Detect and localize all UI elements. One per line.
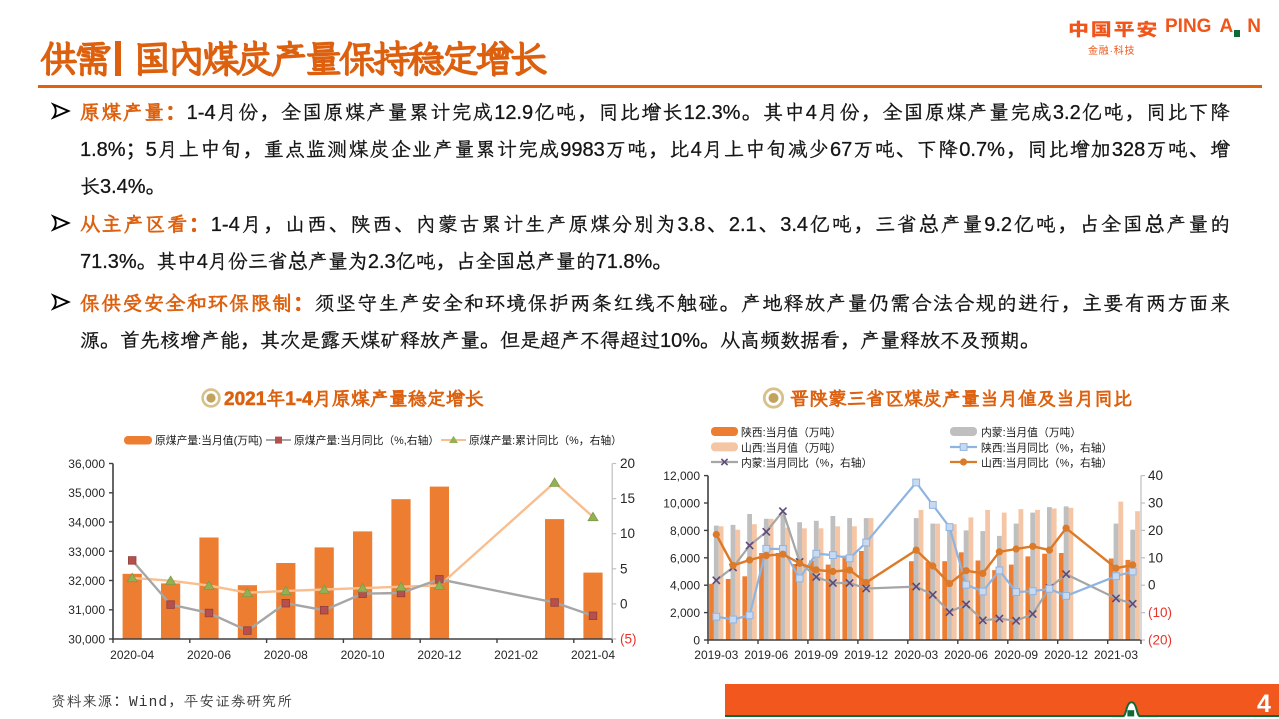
svg-text:2019-12: 2019-12 bbox=[844, 648, 888, 662]
svg-text:(20): (20) bbox=[1148, 633, 1172, 648]
svg-text:2020-03: 2020-03 bbox=[894, 648, 938, 662]
svg-text:(10): (10) bbox=[1148, 605, 1172, 620]
svg-text:原煤产量:累计同比（%，右轴）: 原煤产量:累计同比（%，右轴） bbox=[469, 433, 622, 447]
svg-text:15: 15 bbox=[620, 491, 635, 506]
svg-text:2020-06: 2020-06 bbox=[944, 648, 988, 662]
svg-text:32,000: 32,000 bbox=[68, 574, 105, 588]
svg-text:内蒙:当月值（万吨）: 内蒙:当月值（万吨） bbox=[981, 425, 1081, 439]
svg-text:山西:当月值（万吨）: 山西:当月值（万吨） bbox=[741, 440, 841, 454]
svg-text:2020-08: 2020-08 bbox=[264, 648, 308, 662]
svg-text:2019-03: 2019-03 bbox=[694, 648, 738, 662]
svg-text:2020-04: 2020-04 bbox=[110, 648, 154, 662]
svg-text:20: 20 bbox=[620, 456, 635, 471]
svg-text:2020-10: 2020-10 bbox=[341, 648, 385, 662]
svg-text:5: 5 bbox=[620, 561, 628, 576]
svg-text:35,000: 35,000 bbox=[68, 486, 105, 500]
svg-text:10: 10 bbox=[1148, 550, 1163, 565]
svg-text:31,000: 31,000 bbox=[68, 603, 105, 617]
svg-text:0: 0 bbox=[1148, 578, 1156, 593]
svg-text:2020-06: 2020-06 bbox=[187, 648, 231, 662]
svg-text:2019-09: 2019-09 bbox=[794, 648, 838, 662]
svg-text:2021-02: 2021-02 bbox=[494, 648, 538, 662]
svg-text:晋陕蒙三省区煤炭产量当月值及当月同比: 晋陕蒙三省区煤炭产量当月值及当月同比 bbox=[790, 389, 1132, 410]
svg-text:8,000: 8,000 bbox=[670, 524, 700, 538]
svg-text:36,000: 36,000 bbox=[68, 457, 105, 471]
svg-text:山西:当月同比（%，右轴）: 山西:当月同比（%，右轴） bbox=[981, 455, 1112, 469]
svg-text:2020-12: 2020-12 bbox=[1044, 648, 1088, 662]
svg-text:2021-04: 2021-04 bbox=[571, 648, 615, 662]
svg-text:2020-09: 2020-09 bbox=[994, 648, 1038, 662]
svg-text:(5): (5) bbox=[620, 632, 637, 647]
svg-text:原煤产量:当月同比（%,右轴）: 原煤产量:当月同比（%,右轴） bbox=[294, 433, 439, 447]
svg-text:30: 30 bbox=[1148, 496, 1163, 511]
svg-text:原煤产量:当月值(万吨): 原煤产量:当月值(万吨) bbox=[155, 433, 262, 447]
svg-text:2020-12: 2020-12 bbox=[417, 648, 461, 662]
svg-text:6,000: 6,000 bbox=[670, 551, 700, 565]
svg-text:2021年1-4月原煤产量稳定增长: 2021年1-4月原煤产量稳定增长 bbox=[224, 389, 484, 410]
svg-text:40: 40 bbox=[1148, 468, 1163, 483]
svg-text:4,000: 4,000 bbox=[670, 579, 700, 593]
svg-text:30,000: 30,000 bbox=[68, 633, 105, 647]
svg-text:2021-03: 2021-03 bbox=[1094, 648, 1138, 662]
svg-text:0: 0 bbox=[620, 596, 628, 611]
svg-text:10: 10 bbox=[620, 526, 635, 541]
svg-text:内蒙:当月同比（%，右轴）: 内蒙:当月同比（%，右轴） bbox=[741, 455, 872, 469]
svg-text:2019-06: 2019-06 bbox=[744, 648, 788, 662]
svg-text:33,000: 33,000 bbox=[68, 545, 105, 559]
svg-text:2,000: 2,000 bbox=[670, 606, 700, 620]
svg-text:陕西:当月值（万吨）: 陕西:当月值（万吨） bbox=[741, 425, 841, 439]
svg-text:20: 20 bbox=[1148, 523, 1163, 538]
svg-text:10,000: 10,000 bbox=[663, 497, 700, 511]
svg-text:0: 0 bbox=[693, 634, 700, 648]
svg-text:12,000: 12,000 bbox=[663, 469, 700, 483]
svg-text:陕西:当月同比（%，右轴）: 陕西:当月同比（%，右轴） bbox=[981, 440, 1112, 454]
svg-text:34,000: 34,000 bbox=[68, 516, 105, 530]
